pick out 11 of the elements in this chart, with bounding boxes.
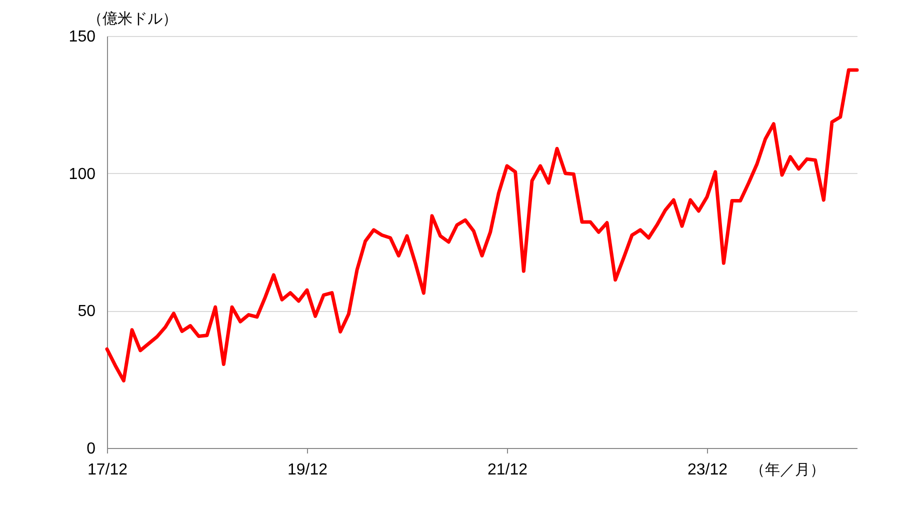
y-tick-label: 50: [78, 303, 96, 320]
line-series: [105, 68, 859, 382]
x-tick-label: 21/12: [487, 462, 528, 478]
y-axis-title: （億米ドル）: [88, 10, 178, 28]
x-tick-label: 17/12: [87, 462, 128, 478]
y-tick-label: 0: [86, 440, 96, 458]
y-tick-label: 100: [68, 166, 96, 183]
x-axis-title: （年／月）: [750, 462, 825, 478]
y-tick-label: 150: [68, 28, 96, 46]
x-tick-label: 23/12: [687, 462, 728, 478]
x-tick-label: 19/12: [287, 462, 328, 478]
